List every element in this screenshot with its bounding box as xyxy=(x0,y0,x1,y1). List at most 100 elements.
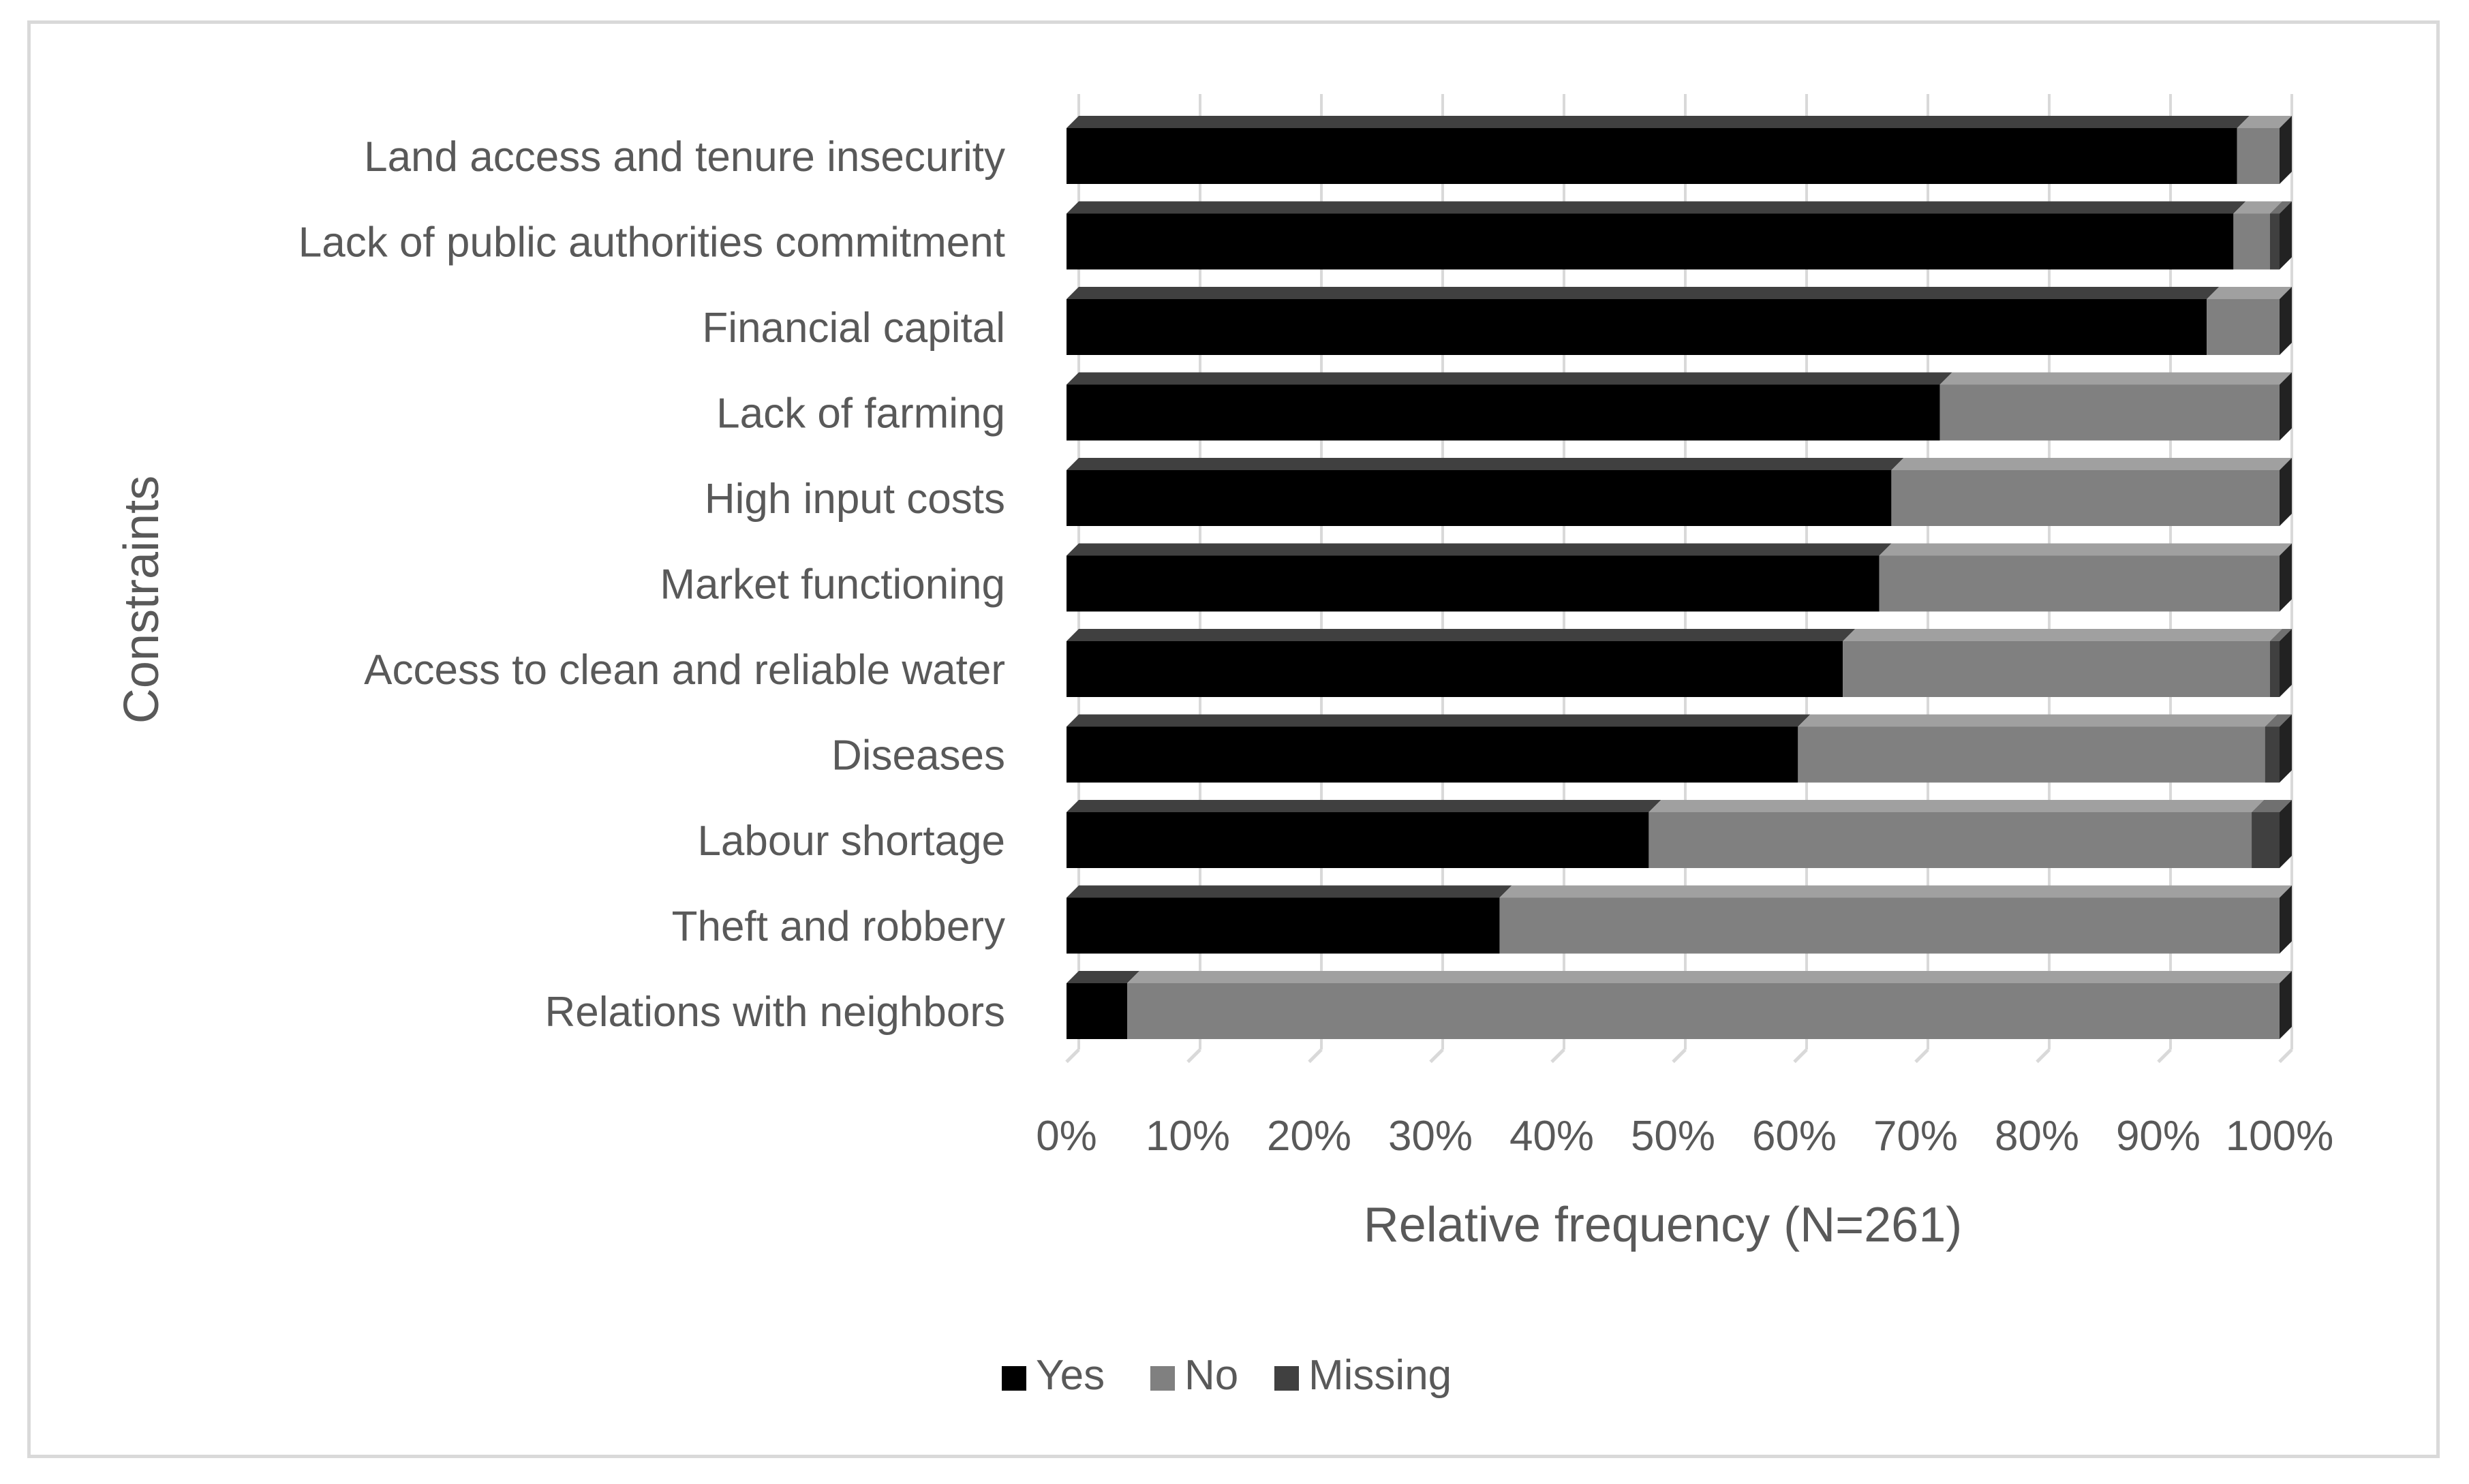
bar-top xyxy=(1067,372,1952,385)
bar-front xyxy=(1843,641,2270,697)
bar-top xyxy=(2265,714,2292,727)
legend-label: Missing xyxy=(1308,1352,1452,1399)
bar-front xyxy=(1127,983,2280,1039)
bar-yes-3 xyxy=(1067,372,1952,441)
bar-top xyxy=(2233,201,2282,214)
gridline-floor xyxy=(1672,1048,1687,1064)
bars xyxy=(1067,116,2292,1039)
bar-yes-4 xyxy=(1067,458,1904,526)
bar-front xyxy=(2233,213,2270,270)
bar-top xyxy=(1127,971,2292,983)
bar-front xyxy=(1499,897,2280,954)
bar-front xyxy=(1879,555,2280,612)
legend-item-no: No xyxy=(1150,1352,1238,1399)
gridline-floor xyxy=(1429,1048,1444,1064)
gridline-floor xyxy=(2278,1048,2293,1064)
bar-front xyxy=(2265,726,2280,783)
bar-no-4 xyxy=(1891,458,2292,526)
x-tick-label: 60% xyxy=(1752,1113,1837,1160)
bar-side xyxy=(2280,543,2292,612)
bar-front xyxy=(1067,726,1798,783)
bar-no-3 xyxy=(1939,372,2292,441)
bar-no-1 xyxy=(2233,201,2282,270)
bar-no-9 xyxy=(1499,885,2292,954)
x-tick-label: 0% xyxy=(1036,1113,1097,1160)
bar-side xyxy=(2280,885,2292,954)
bar-top xyxy=(1067,629,1856,641)
bar-yes-1 xyxy=(1067,201,2246,270)
category-label: High input costs xyxy=(705,476,1005,523)
bar-top xyxy=(2269,201,2292,214)
y-axis-title: Constraints xyxy=(114,476,169,724)
bar-side xyxy=(2280,372,2292,441)
category-labels: Land access and tenure insecurity Lack of… xyxy=(298,134,1005,1036)
gridline-floor xyxy=(2157,1048,2172,1064)
x-tick-label: 50% xyxy=(1631,1113,1715,1160)
bar-top xyxy=(1648,800,2265,812)
bar-front xyxy=(1067,213,2234,270)
bar-side xyxy=(2280,629,2292,697)
gridline-floor xyxy=(1793,1048,1808,1064)
bar-front xyxy=(2207,299,2280,355)
category-label: Market functioning xyxy=(660,561,1005,608)
category-label: Access to clean and reliable water xyxy=(364,647,1005,694)
x-tick-label: 30% xyxy=(1388,1113,1473,1160)
bar-side xyxy=(2280,201,2292,270)
bar-top xyxy=(1067,543,1892,556)
bar-front xyxy=(1648,812,2252,868)
bar-top xyxy=(1067,714,1811,727)
legend-swatch xyxy=(1274,1366,1299,1391)
gridline-floor xyxy=(1186,1048,1201,1064)
bar-top xyxy=(1879,543,2292,556)
bar-no-5 xyxy=(1879,543,2292,612)
bar-top xyxy=(2207,287,2292,299)
bar-front xyxy=(1067,983,1127,1039)
bar-top xyxy=(2252,800,2292,812)
bar-top xyxy=(2269,629,2292,641)
bar-front xyxy=(2269,213,2280,270)
gridline-floor xyxy=(1308,1048,1323,1064)
x-tick-label: 80% xyxy=(1995,1113,2079,1160)
gridline-floor xyxy=(2036,1048,2051,1064)
bar-top xyxy=(2237,116,2292,128)
bar-side xyxy=(2280,116,2292,184)
bar-front xyxy=(1067,128,2237,184)
bar-yes-9 xyxy=(1067,885,1512,954)
x-tick-label: 100% xyxy=(2226,1113,2334,1160)
category-label: Relations with neighbors xyxy=(545,989,1006,1036)
bar-yes-0 xyxy=(1067,116,2250,184)
category-label: Land access and tenure insecurity xyxy=(364,134,1005,181)
x-tick-label: 40% xyxy=(1509,1113,1594,1160)
bar-front xyxy=(1067,641,1843,697)
bar-front xyxy=(1067,812,1649,868)
bar-top xyxy=(1939,372,2292,385)
gridline-floor xyxy=(1065,1048,1080,1064)
bar-front xyxy=(1067,555,1880,612)
gridline-floor xyxy=(1550,1048,1565,1064)
category-label: Financial capital xyxy=(702,305,1005,352)
legend-label: Yes xyxy=(1036,1352,1105,1399)
bar-top xyxy=(1067,116,2250,128)
x-tick-label: 20% xyxy=(1267,1113,1351,1160)
bar-missing-1 xyxy=(2269,201,2292,270)
bar-front xyxy=(1067,897,1500,954)
bar-side xyxy=(2280,287,2292,355)
bar-top xyxy=(1843,629,2282,641)
bar-top xyxy=(1067,287,2220,299)
bar-no-10 xyxy=(1127,971,2292,1039)
bar-yes-6 xyxy=(1067,629,1856,697)
bar-top xyxy=(1067,800,1661,812)
bar-top xyxy=(1499,885,2292,898)
gridline-floor xyxy=(1914,1048,1929,1064)
bar-yes-10 xyxy=(1067,971,1139,1039)
bar-front xyxy=(1798,726,2265,783)
bar-top xyxy=(1067,201,2246,214)
bar-top xyxy=(1067,885,1512,898)
bar-front xyxy=(1067,470,1892,526)
bar-no-2 xyxy=(2207,287,2292,355)
category-label: Lack of farming xyxy=(716,390,1005,437)
bar-yes-5 xyxy=(1067,543,1892,612)
bar-front xyxy=(2237,128,2280,184)
bar-side xyxy=(2280,971,2292,1039)
